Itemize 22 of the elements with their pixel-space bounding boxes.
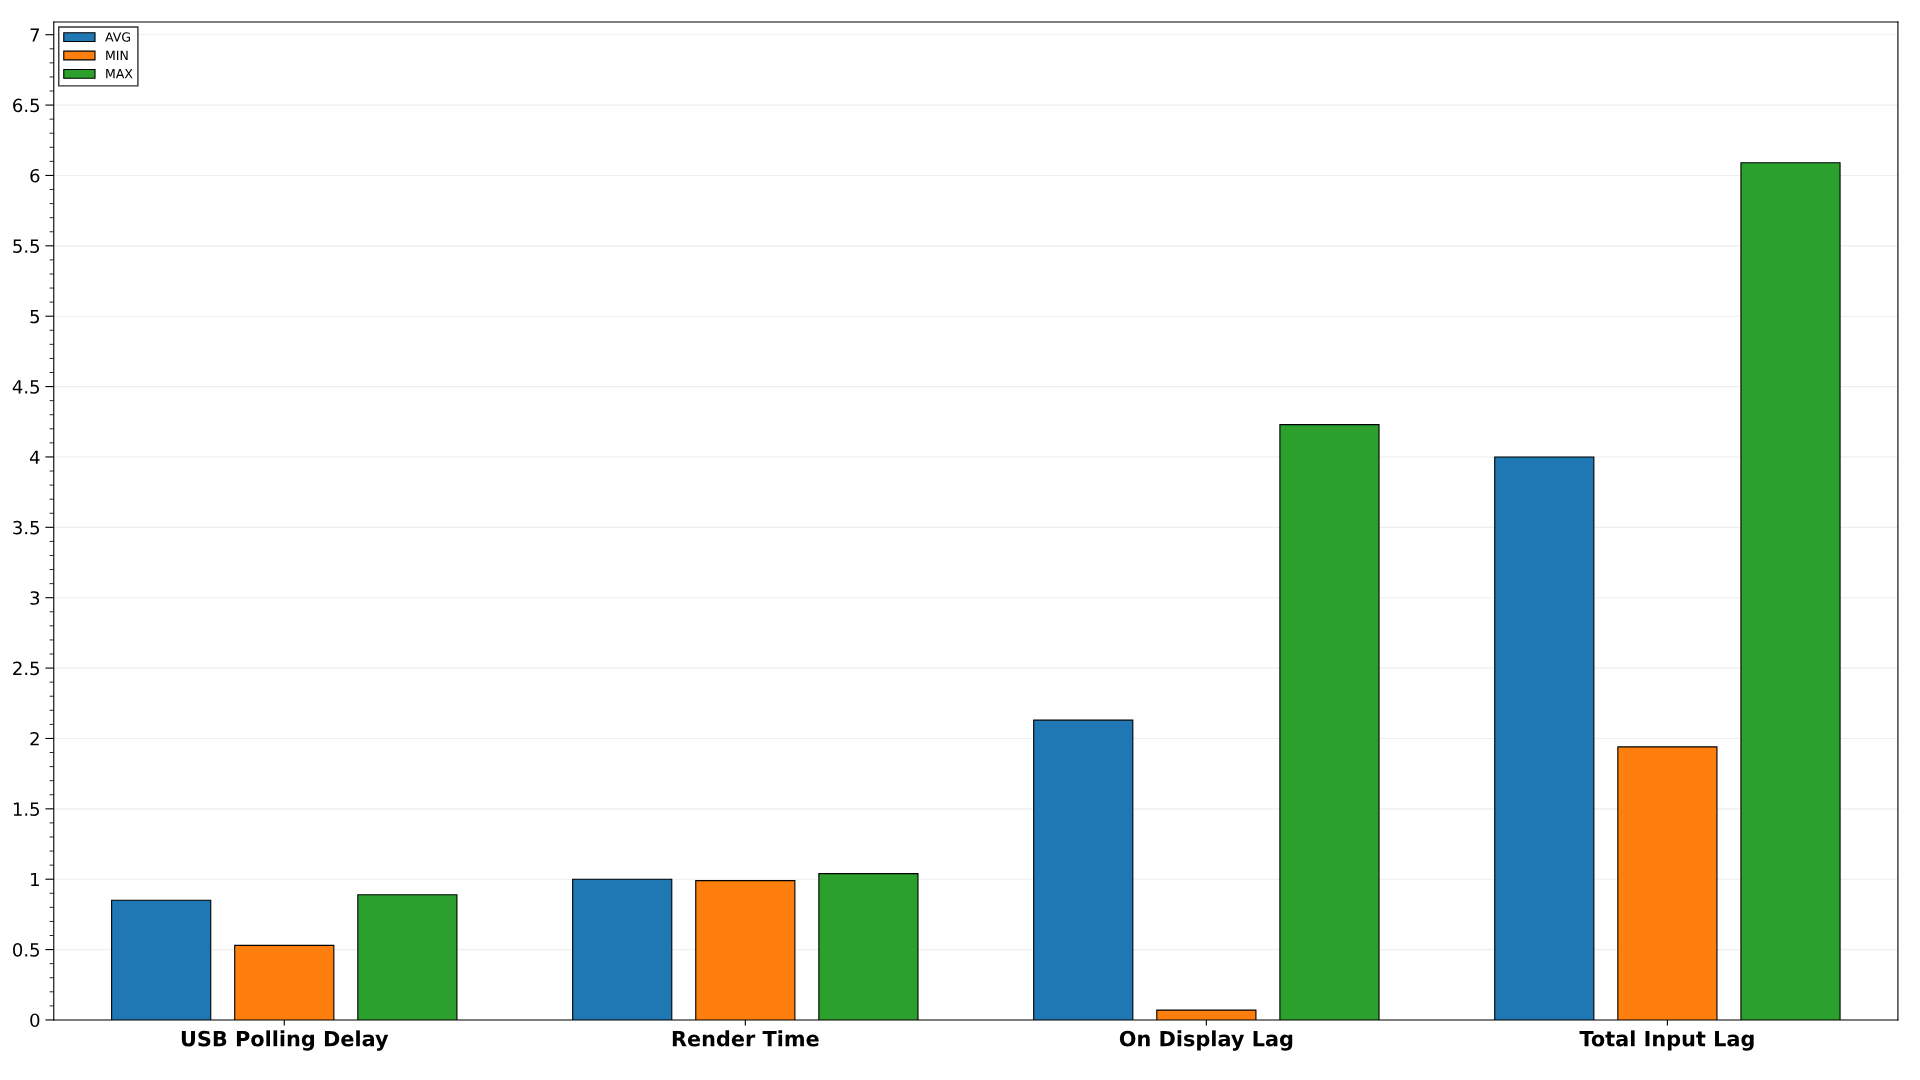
y-tick-label: 5.5 bbox=[13, 239, 39, 253]
y-tick-label: 1.5 bbox=[13, 802, 39, 816]
y-tick-label: 4.5 bbox=[12, 380, 39, 394]
y-tick-label: 3.5 bbox=[13, 520, 39, 535]
legend-label: MAX bbox=[106, 69, 133, 79]
y-tick-label: 6.5 bbox=[13, 98, 39, 113]
y-tick-label: 0.5 bbox=[13, 943, 39, 957]
legend-label: MIN bbox=[106, 50, 128, 60]
y-tick-label: 2.5 bbox=[13, 661, 39, 676]
y-tick-label: 6 bbox=[30, 168, 40, 183]
y-tick-label: 3 bbox=[30, 591, 40, 605]
legend-label: AVG bbox=[105, 32, 130, 42]
x-tick-label: USB Polling Delay bbox=[181, 1030, 389, 1051]
y-tick-label: 1 bbox=[31, 872, 39, 887]
y-tick-label: 0 bbox=[30, 1013, 40, 1028]
y-tick-label: 7 bbox=[30, 28, 40, 42]
x-tick-label: Total Input Lag bbox=[1579, 1030, 1754, 1051]
x-tick-label: Render Time bbox=[672, 1030, 819, 1047]
y-tick-label: 4 bbox=[29, 450, 40, 464]
x-tick-label: On Display Lag bbox=[1119, 1030, 1293, 1051]
y-tick-label: 5 bbox=[30, 309, 39, 324]
y-tick-label: 2 bbox=[30, 731, 39, 746]
